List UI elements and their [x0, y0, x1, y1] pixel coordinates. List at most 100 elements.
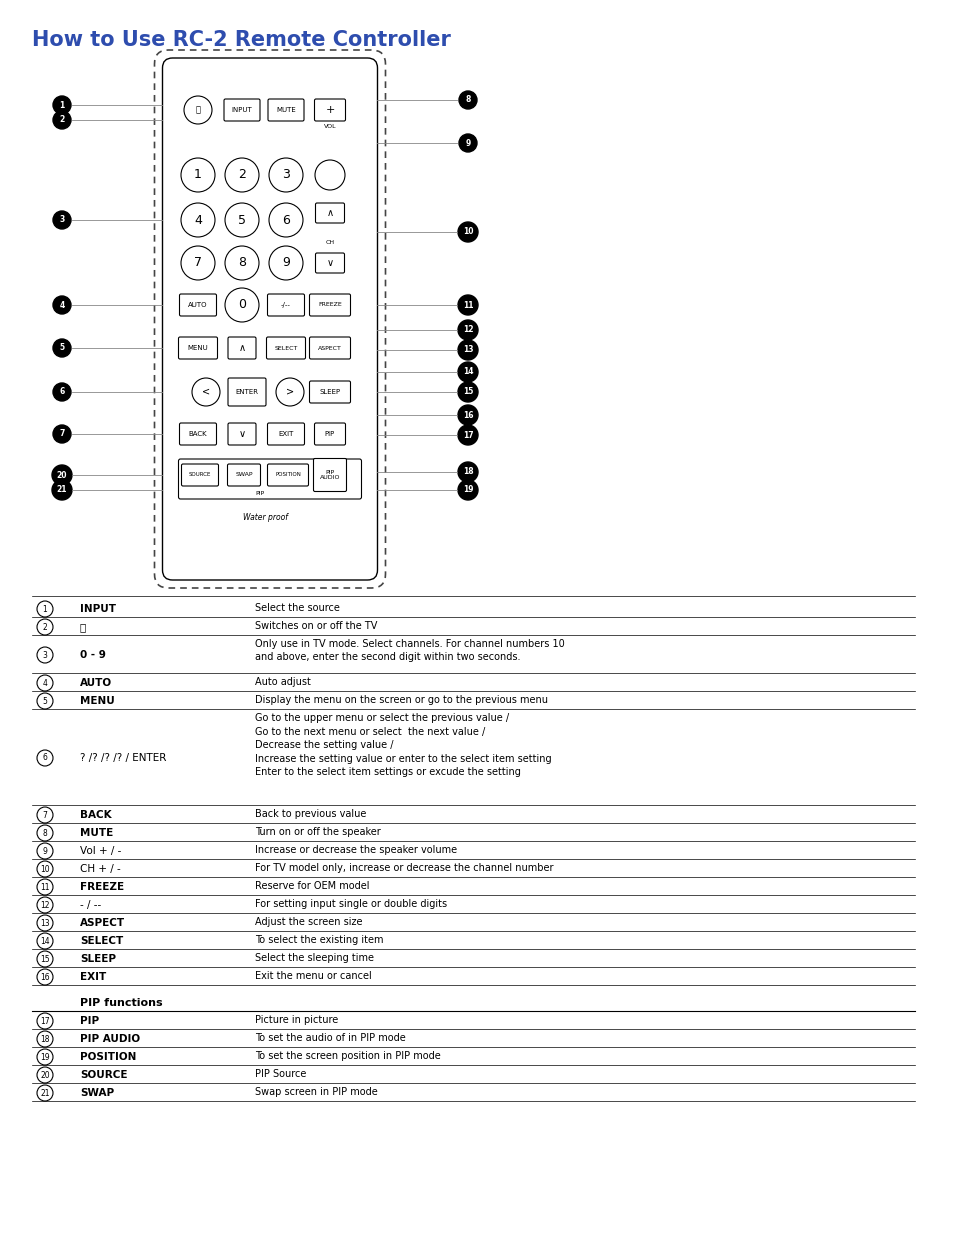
Text: AUTO: AUTO — [80, 678, 112, 688]
FancyBboxPatch shape — [181, 464, 218, 486]
Circle shape — [37, 933, 53, 949]
Text: BACK: BACK — [189, 432, 207, 436]
FancyBboxPatch shape — [309, 293, 350, 316]
Text: FREEZE: FREEZE — [317, 302, 341, 307]
Text: 21: 21 — [40, 1089, 50, 1097]
Text: 2: 2 — [59, 116, 65, 125]
Text: 18: 18 — [40, 1034, 50, 1043]
Text: MENU: MENU — [80, 695, 114, 707]
Text: 12: 12 — [40, 900, 50, 910]
Text: PIP AUDIO: PIP AUDIO — [80, 1034, 140, 1044]
Text: 9: 9 — [43, 847, 48, 856]
Text: 1: 1 — [43, 604, 48, 614]
Circle shape — [457, 480, 477, 501]
Text: Swap screen in PIP mode: Swap screen in PIP mode — [254, 1088, 377, 1097]
FancyBboxPatch shape — [179, 293, 216, 316]
Circle shape — [53, 211, 71, 229]
FancyBboxPatch shape — [179, 423, 216, 445]
Text: 7: 7 — [43, 810, 48, 820]
Circle shape — [457, 222, 477, 242]
Circle shape — [225, 247, 258, 280]
Text: 8: 8 — [237, 256, 246, 270]
Circle shape — [37, 915, 53, 931]
Text: ⏻: ⏻ — [195, 106, 200, 115]
Text: 3: 3 — [43, 651, 48, 660]
Circle shape — [52, 465, 71, 485]
Text: Picture in picture: Picture in picture — [254, 1015, 338, 1025]
Text: 2: 2 — [43, 623, 48, 631]
FancyBboxPatch shape — [267, 464, 308, 486]
Text: 9: 9 — [465, 138, 470, 148]
Text: 4: 4 — [43, 678, 48, 688]
Text: SELECT: SELECT — [80, 936, 123, 946]
Text: 0: 0 — [237, 298, 246, 312]
Circle shape — [269, 247, 303, 280]
Text: How to Use RC-2 Remote Controller: How to Use RC-2 Remote Controller — [32, 30, 451, 51]
Text: CH + / -: CH + / - — [80, 864, 121, 874]
Text: ∧: ∧ — [326, 208, 334, 218]
Text: 11: 11 — [462, 301, 473, 309]
Text: ∨: ∨ — [238, 429, 245, 439]
FancyBboxPatch shape — [228, 423, 255, 445]
Circle shape — [458, 91, 476, 109]
Text: 3: 3 — [59, 216, 65, 224]
Text: 12: 12 — [462, 326, 473, 334]
Circle shape — [457, 382, 477, 402]
Circle shape — [37, 1049, 53, 1065]
Text: ? /? /? /? / ENTER: ? /? /? /? / ENTER — [80, 753, 166, 763]
FancyBboxPatch shape — [267, 423, 304, 445]
Text: PIP: PIP — [325, 432, 335, 436]
Circle shape — [37, 843, 53, 859]
Text: Water proof: Water proof — [242, 513, 287, 522]
Text: 4: 4 — [59, 301, 65, 309]
FancyBboxPatch shape — [314, 459, 346, 492]
Text: SWAP: SWAP — [80, 1088, 114, 1099]
Text: Select the source: Select the source — [254, 603, 339, 613]
Circle shape — [225, 203, 258, 237]
Text: Go to the next menu or select  the next value /: Go to the next menu or select the next v… — [254, 726, 485, 736]
Text: 17: 17 — [40, 1016, 50, 1026]
Circle shape — [37, 693, 53, 709]
Circle shape — [457, 404, 477, 425]
Circle shape — [225, 158, 258, 192]
Text: PIP: PIP — [255, 491, 264, 496]
FancyBboxPatch shape — [314, 423, 345, 445]
Text: EXIT: EXIT — [80, 972, 106, 981]
Circle shape — [37, 951, 53, 967]
Text: ∧: ∧ — [238, 343, 245, 353]
Circle shape — [53, 383, 71, 401]
Text: 9: 9 — [282, 256, 290, 270]
Text: SWAP: SWAP — [235, 472, 253, 477]
Text: 11: 11 — [40, 883, 50, 891]
Text: POSITION: POSITION — [274, 472, 300, 477]
Circle shape — [37, 619, 53, 635]
Text: <: < — [202, 387, 210, 397]
Circle shape — [457, 321, 477, 340]
Circle shape — [37, 896, 53, 912]
Circle shape — [37, 969, 53, 985]
Circle shape — [457, 425, 477, 445]
FancyBboxPatch shape — [227, 464, 260, 486]
Text: VOL: VOL — [323, 125, 336, 129]
Text: Only use in TV mode. Select channels. For channel numbers 10: Only use in TV mode. Select channels. Fo… — [254, 639, 564, 649]
Text: PIP: PIP — [80, 1016, 99, 1026]
Text: 6: 6 — [282, 213, 290, 227]
Circle shape — [53, 339, 71, 358]
Text: >: > — [286, 387, 294, 397]
Text: 0 - 9: 0 - 9 — [80, 650, 106, 660]
Text: - / --: - / -- — [80, 900, 101, 910]
Circle shape — [181, 247, 214, 280]
Text: Back to previous value: Back to previous value — [254, 809, 366, 819]
FancyBboxPatch shape — [154, 51, 385, 588]
Text: Select the sleeping time: Select the sleeping time — [254, 953, 374, 963]
Text: 7: 7 — [193, 256, 202, 270]
Text: ENTER: ENTER — [235, 388, 258, 395]
Text: Auto adjust: Auto adjust — [254, 677, 311, 687]
Text: 8: 8 — [43, 829, 48, 837]
Circle shape — [37, 674, 53, 690]
Text: 2: 2 — [238, 169, 246, 181]
Text: 1: 1 — [59, 101, 65, 110]
Text: SLEEP: SLEEP — [319, 388, 340, 395]
Circle shape — [37, 750, 53, 766]
Text: and above, enter the second digit within two seconds.: and above, enter the second digit within… — [254, 652, 520, 662]
